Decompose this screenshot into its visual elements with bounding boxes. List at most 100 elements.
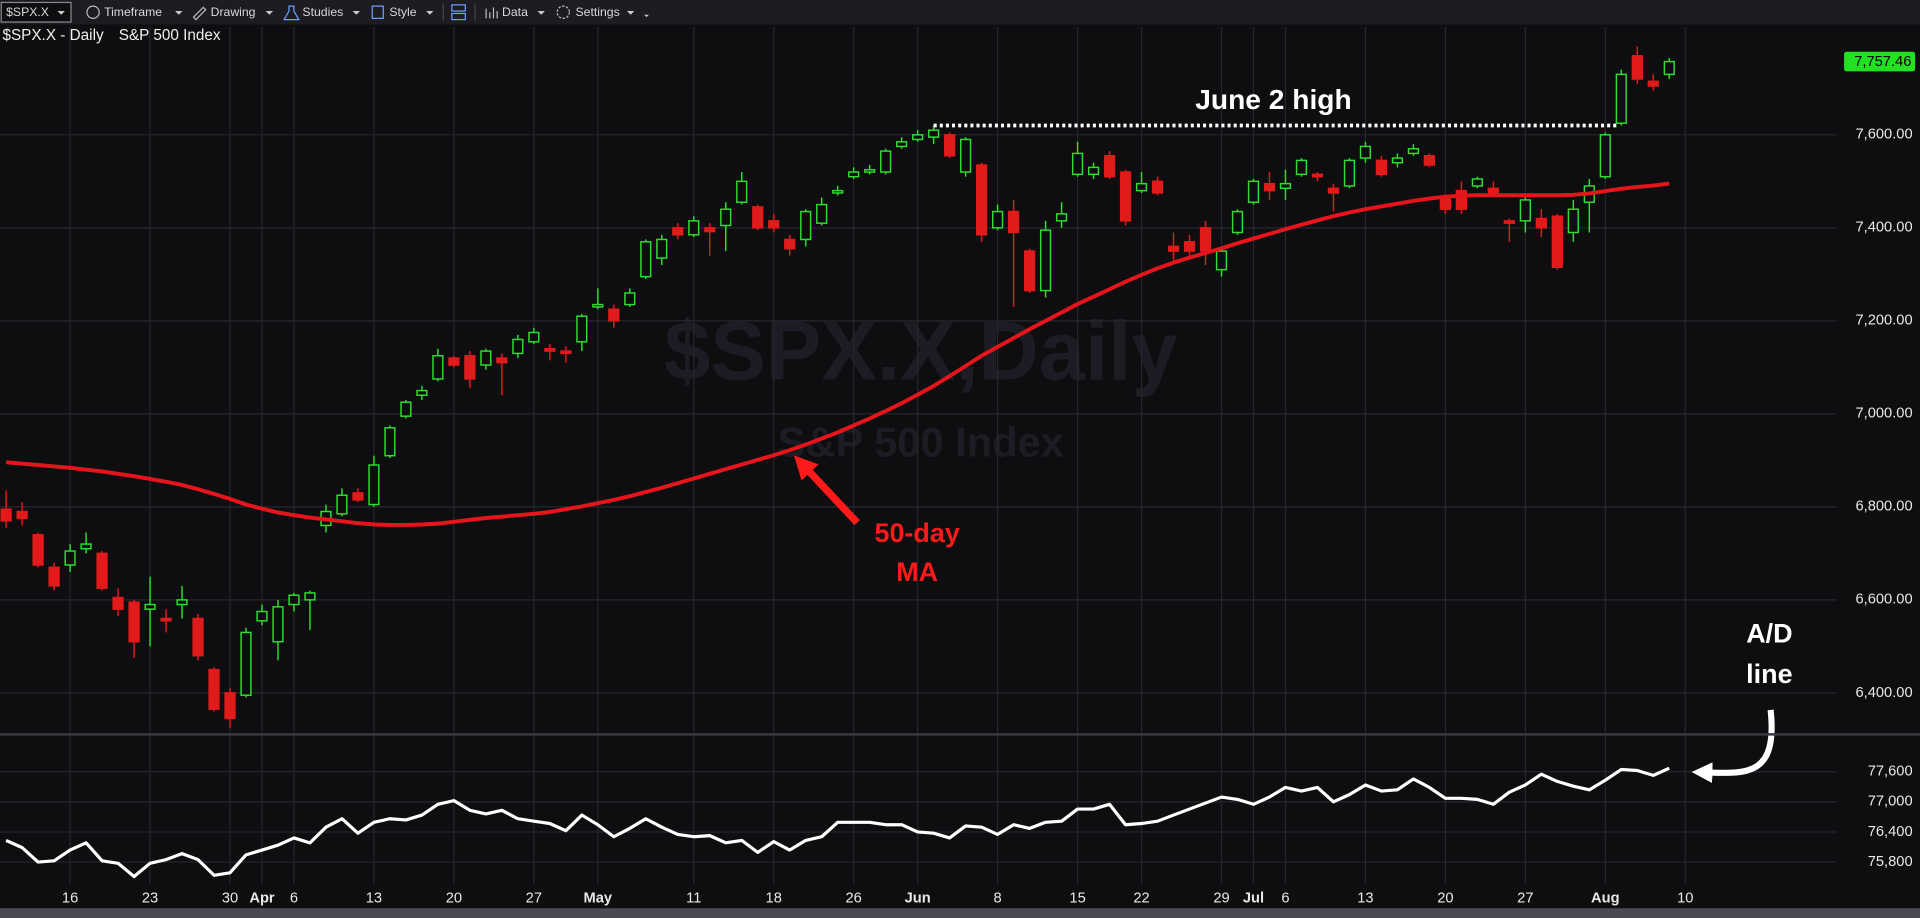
toolbar-item[interactable]: Timeframe (104, 5, 162, 19)
candle-body (528, 331, 540, 343)
candle-body (720, 208, 732, 227)
y-tick-label: 76,400 (1868, 824, 1913, 840)
moving-average-line (5, 181, 1670, 527)
candle-body (1231, 210, 1244, 234)
studies-icon (283, 5, 300, 21)
toolbar-item[interactable]: Style (389, 5, 416, 19)
candle-body (240, 631, 252, 696)
y-tick-label: 7,400.00 (1855, 220, 1912, 236)
candle-body (560, 350, 572, 355)
candle-body (1023, 250, 1036, 292)
toolbar-item[interactable]: Drawing (211, 5, 256, 19)
watermark: $SPX.X,Daily (664, 304, 1178, 397)
candle-body (1535, 217, 1547, 229)
candle-body (1615, 73, 1627, 124)
toolbar: $SPX.X Timeframe Drawing Studies Style D… (0, 0, 1920, 25)
candle-body (1455, 189, 1468, 210)
candle-body (176, 599, 188, 606)
x-tick-label: 22 (1133, 890, 1149, 906)
candle-body (1647, 80, 1659, 87)
toolbar-item[interactable]: Studies (302, 5, 343, 19)
candle-body (784, 238, 796, 250)
candle-body (1439, 196, 1452, 210)
candle-body (144, 603, 156, 610)
x-tick-label: 18 (766, 890, 782, 906)
candle-body (1183, 241, 1196, 252)
candle-body (1423, 155, 1436, 166)
y-tick-label: 6,400.00 (1855, 685, 1912, 701)
candle-body (1199, 227, 1212, 252)
candle-body (1119, 171, 1132, 222)
candle-body (480, 350, 492, 366)
x-tick-label: 15 (1069, 890, 1085, 906)
dropdown-arrow (626, 11, 635, 15)
candle-body (448, 357, 460, 366)
candle-body (704, 227, 716, 233)
candle-body (288, 594, 300, 606)
x-tick-label: 10 (1677, 890, 1693, 906)
dropdown-arrow (175, 11, 183, 15)
candle-body (688, 220, 700, 236)
candle-body (336, 494, 348, 515)
toolbar-bg (0, 0, 1920, 25)
dropdown-arrow (644, 14, 649, 18)
candle-body (1519, 199, 1531, 222)
candle-body (896, 141, 908, 148)
candle-body (432, 354, 444, 380)
toolbar-item[interactable]: Settings (576, 5, 620, 19)
toolbar-item[interactable]: Data (502, 5, 528, 19)
candle-body (1135, 182, 1148, 192)
candle-body (1487, 187, 1499, 194)
candle-body (304, 592, 316, 601)
x-tick-label: 30 (222, 890, 238, 906)
dropdown-arrow (265, 11, 274, 15)
style-icon (371, 5, 384, 19)
y-tick-label: 7,200.00 (1855, 313, 1912, 329)
candle-body (352, 492, 364, 501)
dropdown-arrow (57, 11, 65, 15)
candle-body (1391, 157, 1404, 164)
candle-body (624, 292, 636, 306)
dropdown-arrow (537, 11, 545, 15)
candle-body (1567, 208, 1579, 234)
candle-body (1167, 245, 1180, 252)
symbol-box[interactable] (0, 1, 72, 23)
annotation: A/D (1746, 618, 1792, 648)
symbol-input[interactable]: $SPX.X (6, 5, 49, 19)
candle-body (160, 617, 172, 622)
annotation-arrow (794, 455, 860, 526)
candle-body (1295, 159, 1308, 176)
x-tick-label: 11 (686, 890, 701, 906)
drawing-icon (192, 6, 207, 21)
settings-icon (556, 5, 570, 19)
layout-icon[interactable] (451, 12, 466, 21)
candle-body (736, 180, 748, 203)
x-tick-label: 27 (1517, 890, 1533, 906)
candle-body (64, 550, 76, 566)
last-price-box (1844, 51, 1916, 72)
candle-body (1359, 145, 1372, 159)
candle-body (192, 617, 204, 657)
candle-body (1151, 180, 1164, 194)
x-tick-label: 6 (290, 890, 298, 906)
candle-body (944, 134, 956, 157)
candle-body (928, 129, 940, 138)
candle-body (416, 389, 428, 396)
candle-body (1343, 159, 1356, 187)
candle-body (1663, 60, 1675, 76)
y-tick-label: 6,800.00 (1855, 499, 1912, 515)
candle-body (975, 164, 988, 236)
candle-body (592, 303, 604, 308)
x-tick-label: 6 (1281, 890, 1289, 906)
x-tick-label: 13 (366, 890, 382, 906)
scrollbar[interactable] (0, 908, 1920, 918)
candle-body (80, 543, 92, 550)
x-tick-label: Aug (1591, 890, 1620, 906)
candle-body (1279, 182, 1292, 190)
layout-icon[interactable] (451, 4, 466, 12)
x-tick-label: Apr (249, 890, 275, 906)
candle-body (16, 510, 28, 520)
candle-body (1551, 215, 1563, 269)
x-tick-label: 16 (62, 890, 78, 906)
watermark-subtitle: S&P 500 Index (778, 419, 1064, 466)
